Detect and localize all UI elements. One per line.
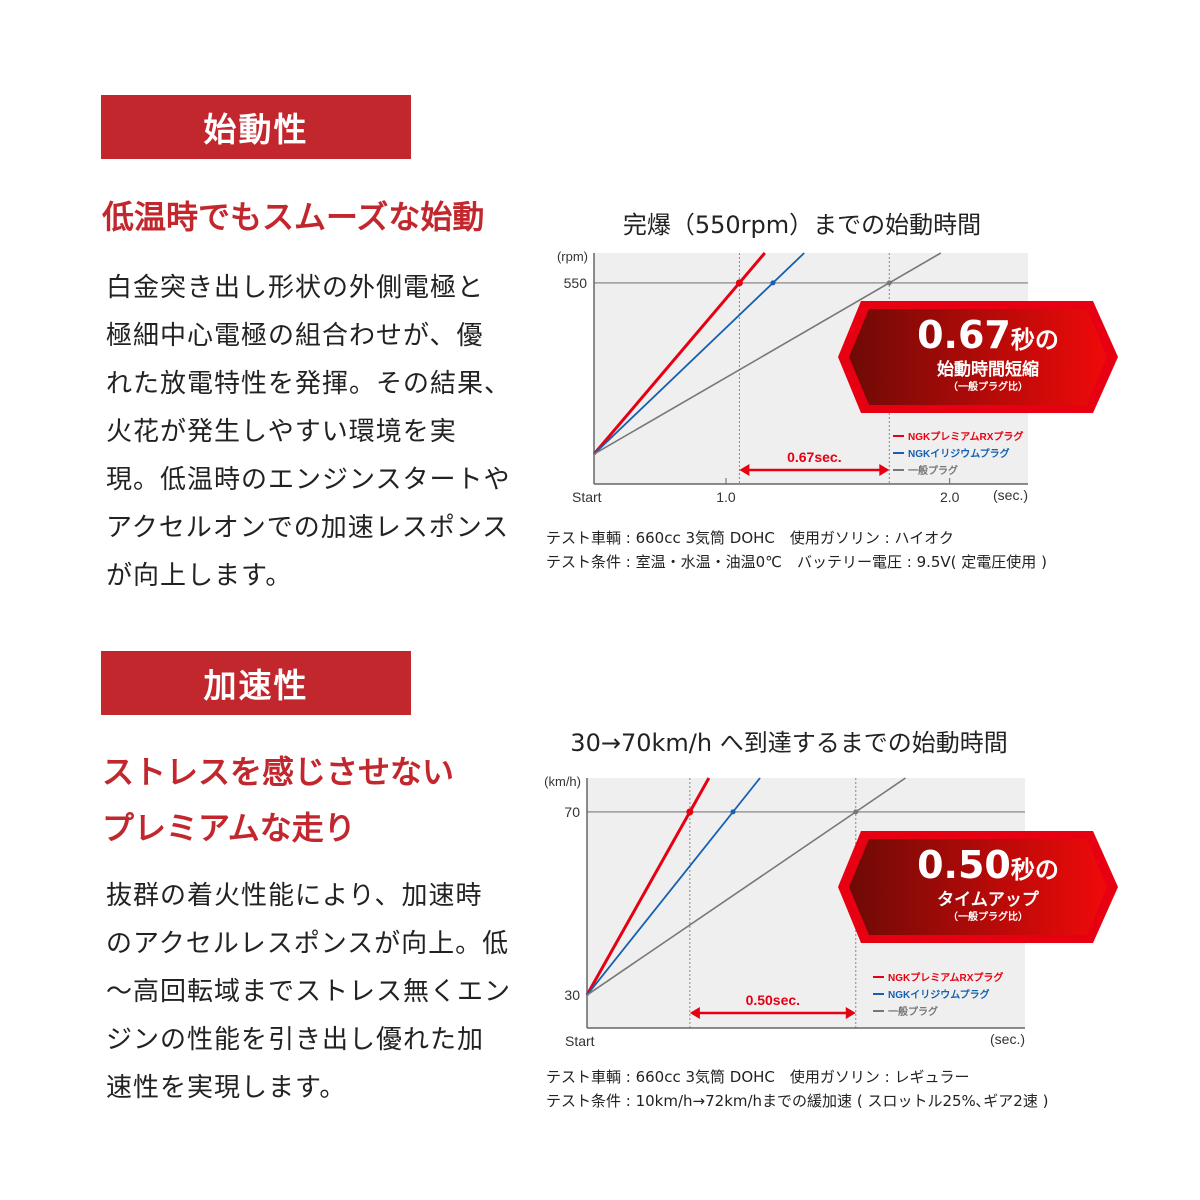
badge-unit: 秒の <box>1010 326 1059 354</box>
body-line: 白金突き出し形状の外側電極と <box>106 273 485 303</box>
note-line: テスト条件 : 10km/h→72km/hまでの緩加速 ( スロットル25%､ギ… <box>546 1092 1049 1110</box>
section-body: 白金突き出し形状の外側電極と 極細中心電極の組合わせが、優 れた放電特性を発揮。… <box>106 264 511 600</box>
body-line: ～高回転域までストレス無くエン <box>106 977 512 1007</box>
badge-caption: タイムアップ <box>937 890 1039 910</box>
section-body: 抜群の着火性能により、加速時 のアクセルレスポンスが向上。低 ～高回転域までスト… <box>106 872 511 1112</box>
difference-label: 0.50sec. <box>746 992 801 1008</box>
hexagon-badge-shape <box>838 301 1118 413</box>
badge-note: （一般プラグ比） <box>948 912 1028 923</box>
section-heading: 低温時でもスムーズな始動 <box>102 198 485 236</box>
heading-line: ストレスを感じさせない <box>102 753 455 791</box>
series-line <box>586 777 906 996</box>
y-axis-label: (km/h) <box>544 774 581 789</box>
arrow-head-right <box>879 464 890 476</box>
y-axis-label: (rpm) <box>557 249 588 264</box>
body-line: 火花が発生しやすい環境を実 <box>106 417 457 447</box>
body-line: 抜群の着火性能により、加速時 <box>106 881 483 911</box>
series-point <box>853 809 859 815</box>
legend-label: 一般プラグ <box>908 464 958 477</box>
hexagon-badge-shape <box>838 831 1118 943</box>
body-line: アクセルオンでの加速レスポンス <box>106 513 510 543</box>
difference-label: 0.67sec. <box>787 449 842 465</box>
x-tick-label: 1.0 <box>716 489 736 505</box>
legend-label: NGKイリジウムプラグ <box>888 988 990 1001</box>
section-banner-acceleration: 加速性 <box>101 651 411 715</box>
badge-value: 0.67 <box>917 313 1011 357</box>
legend-label: NGKイリジウムプラグ <box>908 447 1010 460</box>
y-tick-label: 30 <box>564 987 580 1003</box>
body-line: が向上します。 <box>106 561 293 591</box>
series-line <box>593 252 805 455</box>
series-point <box>730 809 736 815</box>
badge-value: 0.50 <box>917 843 1011 887</box>
badge-note: （一般プラグ比） <box>948 382 1028 393</box>
arrow-head-left <box>739 464 750 476</box>
badge-unit: 秒の <box>1010 856 1059 884</box>
note-line: テスト車輌 : 660cc 3気筒 DOHC 使用ガソリン : レギュラー <box>546 1068 970 1086</box>
legend-label: NGKプレミアムRXプラグ <box>908 430 1023 443</box>
chart-title: 30→70km/h へ到達するまでの始動時間 <box>570 729 1008 757</box>
section-banner-starting: 始動性 <box>101 95 411 159</box>
y-tick-label: 70 <box>564 804 580 820</box>
body-line: 現。低温時のエンジンスタートや <box>106 465 511 495</box>
series-line <box>592 252 766 456</box>
legend-label: NGKプレミアムRXプラグ <box>888 971 1003 984</box>
heading-line: プレミアムな走り <box>102 809 356 847</box>
y-tick-label: 550 <box>564 275 588 291</box>
x-start-label: Start <box>572 489 602 505</box>
result-badge: 0.50秒の タイムアップ （一般プラグ比） <box>837 829 1119 945</box>
chart-title: 完爆（550rpm）までの始動時間 <box>622 211 982 239</box>
body-line: ジンの性能を引き出し優れた加 <box>106 1025 485 1055</box>
series-point <box>770 280 776 286</box>
arrow-head-left <box>689 1007 700 1019</box>
x-start-label: Start <box>565 1033 595 1049</box>
note-line: テスト車輌 : 660cc 3気筒 DOHC 使用ガソリン : ハイオク <box>546 529 954 547</box>
x-axis-label: (sec.) <box>990 1031 1025 1047</box>
x-tick-label: 2.0 <box>940 489 960 505</box>
note-line: テスト条件 : 室温・水温・油温0℃ バッテリー電圧 : 9.5V( 定電圧使用… <box>546 553 1047 571</box>
arrow-head-right <box>845 1007 856 1019</box>
body-line: のアクセルレスポンスが向上。低 <box>106 929 510 959</box>
chart-notes: テスト車輌 : 660cc 3気筒 DOHC 使用ガソリン : ハイオク テスト… <box>546 526 1047 574</box>
series-line <box>593 252 942 455</box>
badge-caption: 始動時間短縮 <box>937 360 1039 380</box>
series-point <box>886 280 892 286</box>
chart-notes: テスト車輌 : 660cc 3気筒 DOHC 使用ガソリン : レギュラー テス… <box>546 1065 1048 1113</box>
x-axis-label: (sec.) <box>993 487 1028 503</box>
series-point <box>735 279 743 287</box>
result-badge: 0.67秒の 始動時間短縮 （一般プラグ比） <box>837 299 1119 415</box>
series-point <box>686 808 694 816</box>
body-line: れた放電特性を発揮。その結果、 <box>106 369 512 399</box>
section-heading: ストレスを感じさせない プレミアムな走り <box>102 744 454 856</box>
series-line <box>586 777 761 996</box>
body-line: 極細中心電極の組合わせが、優 <box>106 321 484 351</box>
body-line: 速性を実現します。 <box>106 1073 347 1103</box>
legend-label: 一般プラグ <box>888 1005 938 1018</box>
